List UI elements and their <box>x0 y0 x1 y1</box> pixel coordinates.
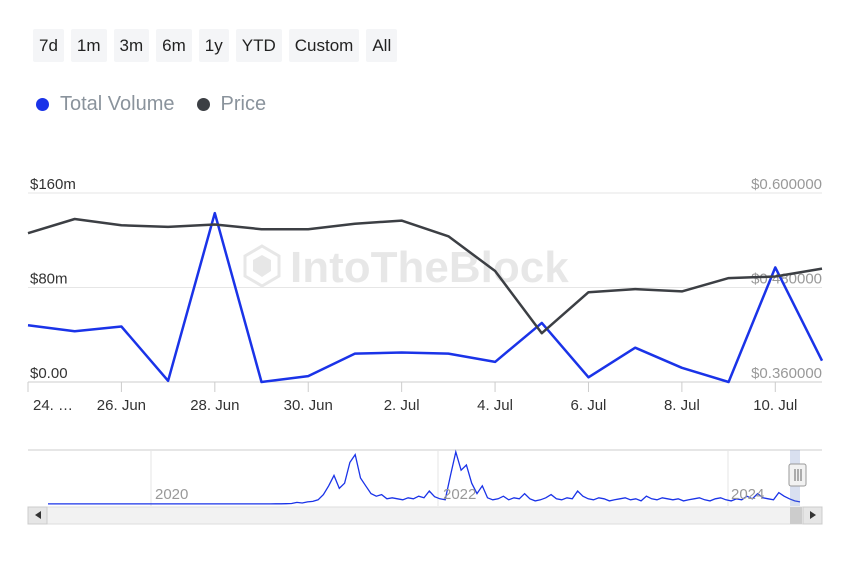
x-tick-label: 30. Jun <box>284 397 333 414</box>
right-axis: $0.360000 $0.480000 $0.600000 <box>751 176 822 382</box>
x-tick-label: 26. Jun <box>97 397 146 414</box>
legend-label-total-volume: Total Volume <box>60 93 175 115</box>
range-button-7d[interactable]: 7d <box>33 29 64 62</box>
navigator-scrollbar[interactable] <box>27 506 823 525</box>
series-line-price <box>27 217 823 335</box>
x-tick-label: 2. Jul <box>384 397 420 414</box>
gridlines <box>28 192 822 288</box>
range-selector: 7d 1m 3m 6m 1y YTD Custom All <box>33 29 398 63</box>
range-button-ytd[interactable]: YTD <box>235 29 282 62</box>
x-tick-label: 6. Jul <box>571 397 607 414</box>
x-tick-label: 4. Jul <box>477 397 513 414</box>
scrollbar-track[interactable] <box>27 506 823 525</box>
x-tick-label: 24. … <box>33 397 73 414</box>
series-layer <box>27 211 824 384</box>
legend-item-price[interactable]: Price <box>196 93 267 116</box>
range-button-1m[interactable]: 1m <box>70 29 107 62</box>
navigator-year-label: 2022 <box>443 486 476 503</box>
x-tick-label: 8. Jul <box>664 397 700 414</box>
range-button-3m[interactable]: 3m <box>113 29 150 62</box>
legend-item-total-volume[interactable]: Total Volume <box>36 93 175 116</box>
navigator-year-label: 2020 <box>155 486 188 503</box>
range-button-custom[interactable]: Custom <box>288 29 360 62</box>
legend-marker-price <box>196 98 210 111</box>
navigator: 2020 2022 2024 <box>27 449 823 525</box>
watermark-logo-icon <box>243 244 281 288</box>
y-right-tick-label: $0.600000 <box>751 176 822 193</box>
y-right-tick-label: $0.360000 <box>751 365 822 382</box>
x-tick-label: 28. Jun <box>190 397 239 414</box>
arrow-left-icon <box>35 511 41 519</box>
scrollbar-thumb[interactable] <box>790 507 802 524</box>
watermark-text: IntoTheBlock <box>290 243 569 292</box>
range-button-6m[interactable]: 6m <box>156 29 192 62</box>
series-line-total-volume <box>27 211 824 384</box>
range-button-all[interactable]: All <box>366 29 398 62</box>
range-button-1y[interactable]: 1y <box>198 29 229 62</box>
arrow-right-icon <box>810 511 816 519</box>
x-tick-label: 10. Jul <box>753 397 797 414</box>
chart-legend: Total Volume Price <box>36 93 266 116</box>
y-left-tick-label: $0.00 <box>30 365 68 382</box>
legend-label-price: Price <box>220 93 267 115</box>
legend-marker-total-volume <box>36 98 49 111</box>
x-axis: 24. … 26. Jun 28. Jun 30. Jun 2. Jul 4. Jul 6.… <box>27 381 822 414</box>
navigator-year-label: 2024 <box>731 486 764 503</box>
y-left-tick-label: $80m <box>30 271 68 288</box>
y-left-tick-label: $160m <box>30 176 76 193</box>
navigator-handle[interactable] <box>788 463 807 487</box>
left-axis: $0.00 $80m $160m <box>30 176 76 382</box>
navigator-series-line <box>48 449 801 505</box>
watermark: IntoTheBlock <box>243 243 569 292</box>
y-right-tick-label: $0.480000 <box>751 271 822 288</box>
